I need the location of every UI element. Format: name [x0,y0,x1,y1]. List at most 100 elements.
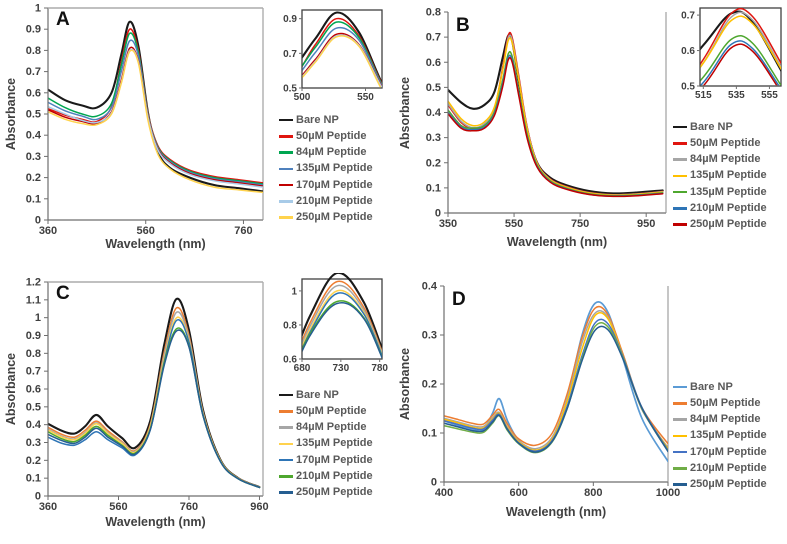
legend-line-swatch [279,410,293,413]
legend-line-swatch [279,426,293,429]
y-tick-label: 0.3 [26,437,41,449]
x-tick-label: 760 [234,225,252,237]
y-tick-label: 1.1 [26,294,41,306]
panel-C-plot-area: 360 560 760 960 0 0.1 0.2 0.3 0.4 0.5 0.6 0.7 0.8 0.9… [0,272,393,544]
panel-C-inset: 680 730 780 0.6 0.8 1 [278,273,390,384]
series-bare-np [302,11,382,86]
panel-B-plot-area: 350 550 750 950 0 0.1 0.2 0.3 0.4 0.5 0.6 0.7 0.8 [394,0,787,272]
panel-A-y-axis-title: Absorbance [3,77,18,151]
panel-B-letter: B [456,15,470,36]
panel-A-x-axis-title: Wavelength (nm) [105,237,206,251]
y-tick-label: 0.1 [26,193,41,205]
y-tick-label: 0.9 [26,24,41,36]
y-tick-label: 0 [435,208,441,220]
series-135µm-peptide [444,311,668,451]
legend-line-swatch [673,434,687,438]
y-tick-label: 0.1 [26,473,41,485]
legend-line-swatch [673,483,687,487]
legend-label: 135µM Peptide [690,185,767,198]
y-tick-label: 0.7 [681,11,695,22]
x-tick-label: 515 [695,90,712,101]
series-250µm-peptide [448,56,664,198]
legend-label: 135µM Peptide [690,169,767,182]
y-tick-label: 0.8 [426,7,441,19]
series-84µm-peptide [448,34,664,196]
y-tick-label: 0.1 [426,182,441,194]
legend-line-swatch [673,207,687,210]
x-tick-label: 500 [294,92,311,103]
legend-label: 50µM Peptide [296,129,367,142]
panel-C: 360 560 760 960 0 0.1 0.2 0.3 0.4 0.5 0.6 0.7 0.8 0.9… [0,272,393,544]
series-170µm-peptide [444,318,668,452]
series-250µm-peptide [302,35,382,88]
y-tick-label: 0.8 [26,45,41,57]
x-tick-label: 535 [728,90,745,101]
legend-label: Bare NP [296,113,339,126]
legend-line-swatch [673,142,687,145]
y-tick-label: 0.4 [26,130,42,142]
series-135µm-peptide [302,26,382,87]
y-tick-label: 0.1 [422,428,437,440]
x-tick-label: 960 [250,501,268,513]
legend-item: 50µM Peptide [279,405,373,417]
legend-label: Bare NP [690,380,733,393]
panel-A-inset: 500 550 0.5 0.7 0.9 [278,2,390,113]
y-tick-label: 0.9 [26,330,41,342]
y-tick-label: 0.7 [283,49,297,60]
legend-item: 50µM Peptide [673,137,767,149]
x-tick-label: 560 [109,501,127,513]
panel-B-x-axis-title: Wavelength (nm) [506,235,608,249]
legend-item: 84µM Peptide [279,422,373,434]
legend-item: 135µM Peptide [279,438,373,450]
legend-item: 50µM Peptide [279,130,373,142]
legend-item: 250µM Peptide [279,212,373,224]
legend-label: 84µM Peptide [690,153,761,166]
legend-line-swatch [279,475,293,478]
y-tick-label: 0.3 [26,151,41,163]
legend-label: 170µM Peptide [296,178,373,191]
legend-line-swatch [279,458,293,462]
panel-A: 360 560 760 0 0.1 0.2 0.3 0.4 0.5 0.6 0.7 0.8 0.9 1 A… [0,0,393,272]
x-tick-label: 360 [39,225,57,237]
inset-chart: 515 535 555 0.5 0.6 0.7 [681,7,782,101]
legend-item: Bare NP [673,121,767,133]
legend-item: 84µM Peptide [279,147,373,159]
legend-label: 135µM Peptide [690,429,767,442]
legend-label: 250µM Peptide [690,218,767,231]
x-tick-label: 800 [584,487,602,499]
series-bare-np [444,301,668,463]
legend-line-swatch [279,442,293,446]
x-tick-label: 1000 [656,487,680,499]
y-tick-label: 1 [291,286,297,297]
x-tick-label: 560 [137,225,155,237]
y-tick-label: 0.7 [426,32,441,44]
panel-B: 350 550 750 950 0 0.1 0.2 0.3 0.4 0.5 0.6 0.7 0.8 B … [394,0,787,272]
y-tick-label: 0.4 [26,419,42,431]
y-tick-label: 0.7 [26,366,41,378]
legend-label: 210µM Peptide [296,469,373,482]
x-tick-label: 760 [180,501,198,513]
y-tick-label: 0 [35,215,41,227]
y-tick-label: 0.2 [26,455,41,467]
legend-label: 84µM Peptide [296,421,367,434]
panel-C-legend: Bare NP 50µM Peptide 84µM Peptide 135µM Pep… [279,389,373,499]
legend-item: 84µM Peptide [673,154,767,166]
y-tick-label: 1 [35,312,41,324]
legend-item: 170µM Peptide [673,446,767,458]
series-50µm-peptide [444,305,668,447]
legend-line-swatch [279,200,293,203]
legend-line-swatch [279,151,293,154]
y-tick-label: 0.6 [26,384,41,396]
main-chart: 350 550 750 950 0 0.1 0.2 0.3 0.4 0.5 0.6 0.7 0.8 [426,7,667,230]
x-tick-label: 780 [371,363,388,374]
y-tick-label: 0 [431,477,437,489]
legend-item: 135µM Peptide [279,163,373,175]
legend-line-swatch [673,467,687,470]
legend-line-swatch [673,190,687,194]
legend-item: 170µM Peptide [279,454,373,466]
inset-chart: 500 550 0.5 0.7 0.9 [283,9,383,103]
series-50µm-peptide [302,17,382,86]
y-tick-label: 0.6 [283,355,297,366]
series-250µm-peptide [444,325,668,453]
legend-item: 135µM Peptide [673,430,767,442]
